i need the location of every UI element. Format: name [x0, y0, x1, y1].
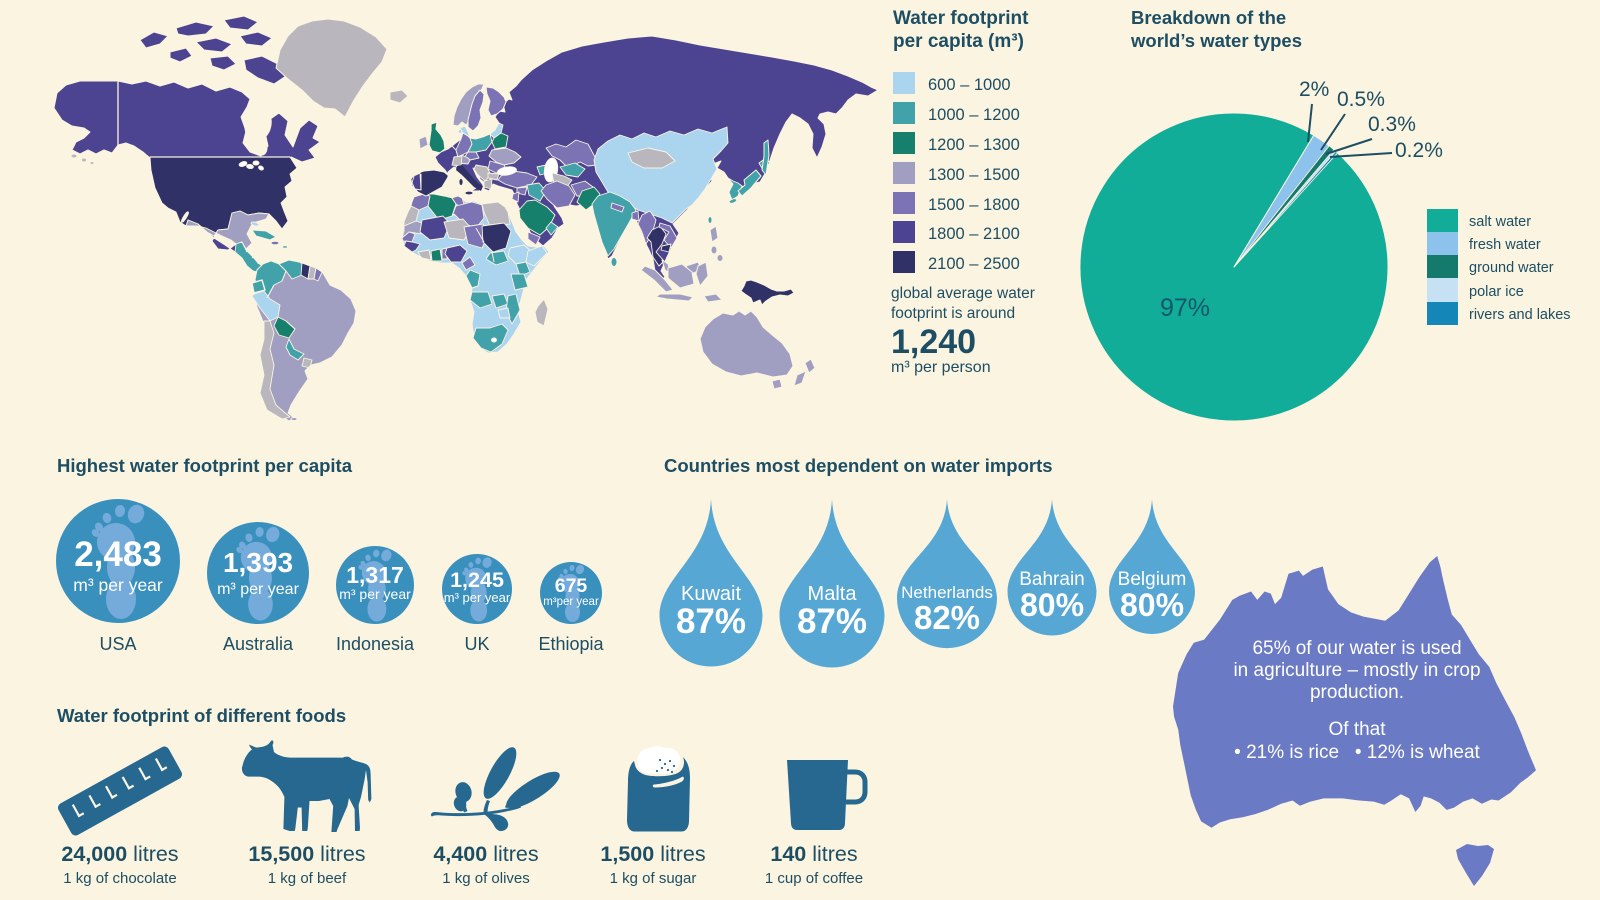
- svg-text:2%: 2%: [1299, 78, 1329, 101]
- svg-text:1 kg of sugar: 1 kg of sugar: [610, 870, 697, 887]
- svg-text:1 kg of chocolate: 1 kg of chocolate: [63, 870, 176, 887]
- svg-text:per capita (m³): per capita (m³): [893, 31, 1024, 52]
- svg-text:Ethiopia: Ethiopia: [538, 634, 604, 654]
- svg-text:• 21% is rice • 12% is wheat: • 21% is rice • 12% is wheat: [1234, 742, 1480, 763]
- svg-text:87%: 87%: [676, 602, 746, 641]
- svg-text:1000 – 1200: 1000 – 1200: [928, 106, 1020, 124]
- svg-text:82%: 82%: [914, 599, 980, 636]
- svg-text:0.3%: 0.3%: [1368, 113, 1416, 136]
- svg-text:1,500 litres: 1,500 litres: [600, 842, 705, 866]
- svg-text:Of that: Of that: [1328, 719, 1386, 740]
- svg-text:675: 675: [555, 575, 588, 597]
- svg-text:Belgium: Belgium: [1118, 569, 1187, 590]
- svg-text:m³per year: m³per year: [543, 596, 599, 608]
- svg-text:m³ per year: m³ per year: [339, 586, 411, 602]
- svg-text:salt water: salt water: [1469, 214, 1531, 230]
- svg-text:Water footprint of different f: Water footprint of different foods: [57, 705, 346, 726]
- svg-text:Highest water footprint per ca: Highest water footprint per capita: [57, 455, 353, 476]
- svg-text:600 – 1000: 600 – 1000: [928, 76, 1011, 94]
- svg-text:140 litres: 140 litres: [770, 842, 857, 866]
- svg-text:m³ per person: m³ per person: [891, 359, 991, 376]
- svg-text:1,393: 1,393: [223, 547, 293, 578]
- svg-text:Indonesia: Indonesia: [336, 634, 415, 654]
- svg-text:in agriculture – mostly in cro: in agriculture – mostly in crop: [1233, 660, 1480, 681]
- svg-text:97%: 97%: [1160, 294, 1210, 322]
- svg-text:Bahrain: Bahrain: [1019, 569, 1085, 590]
- svg-text:4,400 litres: 4,400 litres: [433, 842, 538, 866]
- svg-text:Netherlands: Netherlands: [901, 583, 993, 602]
- svg-text:global average water: global average water: [891, 285, 1035, 302]
- svg-text:fresh water: fresh water: [1469, 237, 1541, 253]
- svg-text:2,483: 2,483: [74, 535, 162, 574]
- svg-text:ground water: ground water: [1469, 260, 1554, 276]
- svg-text:rivers and lakes: rivers and lakes: [1469, 307, 1571, 323]
- svg-text:15,500 litres: 15,500 litres: [248, 842, 365, 866]
- svg-text:Breakdown of the: Breakdown of the: [1131, 7, 1286, 28]
- svg-text:USA: USA: [99, 634, 136, 654]
- svg-text:1300 – 1500: 1300 – 1500: [928, 166, 1020, 184]
- svg-text:0.2%: 0.2%: [1395, 139, 1443, 162]
- svg-text:world’s water types: world’s water types: [1130, 30, 1302, 51]
- svg-text:1200 – 1300: 1200 – 1300: [928, 136, 1020, 154]
- svg-text:1 cup of coffee: 1 cup of coffee: [765, 870, 863, 887]
- svg-text:1 kg of beef: 1 kg of beef: [268, 870, 347, 887]
- svg-text:footprint is around: footprint is around: [891, 305, 1015, 322]
- svg-text:UK: UK: [464, 634, 489, 654]
- svg-text:1500 – 1800: 1500 – 1800: [928, 196, 1020, 214]
- svg-text:Kuwait: Kuwait: [681, 583, 741, 605]
- svg-text:Countries most dependent on wa: Countries most dependent on water import…: [664, 455, 1053, 476]
- svg-text:m³ per year: m³ per year: [444, 590, 511, 605]
- svg-text:80%: 80%: [1120, 587, 1184, 623]
- svg-text:24,000 litres: 24,000 litres: [61, 842, 178, 866]
- svg-text:m³ per year: m³ per year: [73, 575, 163, 595]
- svg-text:1,240: 1,240: [891, 323, 976, 361]
- svg-text:65% of our water is used: 65% of our water is used: [1252, 638, 1461, 659]
- svg-text:m³ per year: m³ per year: [217, 581, 299, 598]
- svg-text:Malta: Malta: [808, 583, 858, 605]
- svg-text:Water footprint: Water footprint: [893, 8, 1029, 29]
- svg-text:80%: 80%: [1020, 587, 1084, 623]
- svg-text:1 kg of olives: 1 kg of olives: [442, 870, 530, 887]
- svg-text:production.: production.: [1310, 682, 1404, 703]
- svg-text:polar ice: polar ice: [1469, 284, 1524, 300]
- svg-text:1,245: 1,245: [450, 568, 504, 592]
- svg-text:1800 – 2100: 1800 – 2100: [928, 225, 1020, 243]
- svg-text:87%: 87%: [797, 602, 867, 641]
- svg-text:1,317: 1,317: [346, 562, 404, 588]
- svg-text:Australia: Australia: [223, 634, 294, 654]
- svg-text:2100 – 2500: 2100 – 2500: [928, 255, 1020, 273]
- svg-text:0.5%: 0.5%: [1337, 88, 1385, 111]
